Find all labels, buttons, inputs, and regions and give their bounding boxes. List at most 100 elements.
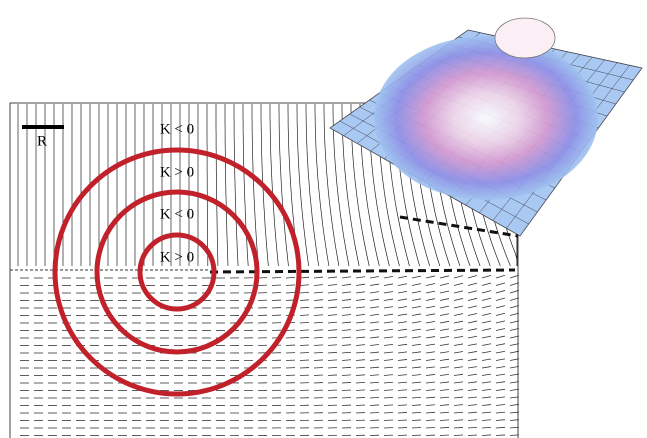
dash [383, 351, 394, 354]
dash [467, 320, 478, 324]
dash [327, 306, 338, 309]
dash [495, 305, 506, 309]
dash [495, 373, 506, 376]
surface-ring [374, 36, 598, 200]
dash [327, 276, 338, 279]
dash [341, 329, 352, 331]
dash [313, 276, 324, 279]
dash [369, 298, 380, 301]
dash [341, 351, 352, 354]
dash [425, 427, 436, 429]
dash [425, 419, 436, 421]
dash [467, 282, 478, 286]
dash [467, 297, 478, 301]
dash [327, 344, 338, 346]
dash [411, 389, 422, 391]
dash [383, 313, 394, 316]
dash [453, 275, 464, 279]
field-line [206, 104, 209, 266]
dash [467, 335, 478, 339]
dash [369, 336, 380, 339]
dash [439, 358, 450, 361]
dash [425, 374, 436, 376]
dash [439, 305, 450, 309]
dash [341, 359, 352, 361]
dash [299, 314, 310, 316]
dash [299, 276, 310, 279]
dash [411, 313, 422, 316]
dash [425, 389, 436, 391]
dash [383, 291, 394, 294]
dash [397, 351, 408, 354]
dash [355, 359, 366, 361]
dash [397, 381, 408, 384]
dash [411, 275, 422, 279]
field-line [215, 104, 219, 267]
dash [439, 343, 450, 346]
dash [383, 283, 394, 286]
dash [397, 306, 408, 309]
dash [271, 277, 282, 279]
dash [369, 328, 380, 331]
dash [481, 282, 492, 286]
dash [467, 275, 478, 279]
dash [369, 344, 380, 346]
dash [355, 397, 366, 399]
dash [439, 298, 450, 301]
dash [313, 306, 324, 309]
dash [467, 313, 478, 316]
dash [411, 283, 422, 286]
dash [453, 335, 464, 339]
dash [369, 291, 380, 294]
dash [439, 373, 450, 376]
dash [453, 313, 464, 316]
dash [495, 320, 506, 324]
dash [425, 404, 436, 406]
dash [495, 350, 506, 354]
dash [369, 283, 380, 286]
dash [397, 412, 408, 414]
field-line [269, 104, 279, 267]
field-line [233, 104, 239, 267]
dash [481, 312, 492, 316]
dash [467, 434, 478, 436]
dash [467, 389, 478, 391]
dash [453, 404, 464, 406]
dash [341, 306, 352, 309]
circles [52, 147, 302, 397]
dash [327, 329, 338, 331]
dash [341, 374, 352, 376]
dash [425, 381, 436, 384]
dash [439, 328, 450, 331]
region-label: K < 0 [160, 121, 194, 137]
dash [299, 344, 310, 346]
dash [327, 291, 338, 294]
dash [341, 336, 352, 339]
dash [383, 412, 394, 414]
dash [495, 396, 506, 399]
dash [355, 344, 366, 346]
dash [327, 374, 338, 376]
dash [285, 284, 296, 286]
dash [355, 321, 366, 324]
dash [495, 312, 506, 316]
dash [495, 297, 506, 301]
dash [383, 366, 394, 369]
dash [355, 306, 366, 309]
field-line [305, 104, 320, 267]
dash [383, 306, 394, 309]
dash [355, 389, 366, 391]
dash [355, 329, 366, 331]
dash [495, 290, 506, 294]
dash [439, 404, 450, 406]
dash [397, 275, 408, 279]
dash [411, 290, 422, 294]
dash [397, 366, 408, 369]
ring [94, 189, 260, 355]
dash [425, 336, 436, 339]
dash [327, 321, 338, 324]
dash [453, 298, 464, 301]
dash [355, 351, 366, 354]
dash [467, 305, 478, 309]
dash [481, 373, 492, 376]
